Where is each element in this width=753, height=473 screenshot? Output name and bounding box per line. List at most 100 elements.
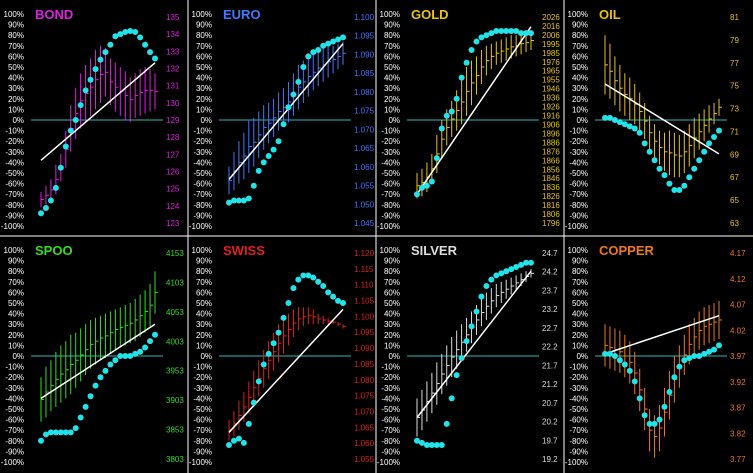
y-tick-percent: 80% [384,267,400,276]
y-tick-percent: 20% [8,95,24,104]
data-point [661,403,668,410]
data-point [716,342,722,349]
y-tick-value: 71 [730,127,739,136]
y-tick-value: 1.055 [354,182,375,191]
data-point [503,27,510,34]
y-tick-percent: -20% [381,137,400,146]
data-point [666,180,673,187]
data-point [438,442,445,449]
data-point [686,355,693,362]
data-point [142,344,149,351]
y-tick-value: 3953 [166,367,184,376]
y-tick-value: 23.2 [542,305,558,314]
y-tick-percent: 60% [384,288,400,297]
y-tick-value: 21.2 [542,380,558,389]
y-tick-percent: 90% [572,257,588,266]
y-tick-value: 1.085 [354,69,375,78]
y-tick-percent: 80% [196,267,212,276]
data-point [57,164,64,171]
y-tick-percent: 100% [380,246,400,255]
panel-title: SPOO [35,243,73,258]
y-tick-value: 1965 [542,67,560,76]
y-tick-percent: 50% [572,63,588,72]
data-point [696,157,703,164]
data-point [132,29,139,36]
y-tick-percent: -20% [193,373,212,382]
data-point [716,127,722,134]
y-tick-value: 1796 [542,219,560,228]
y-tick-percent: 20% [196,331,212,340]
y-tick-value: 65 [730,196,739,205]
y-tick-percent: 70% [196,42,212,51]
data-point [513,263,520,270]
y-tick-percent: -20% [381,373,400,382]
y-tick-value: 1856 [542,165,560,174]
y-tick-percent: -60% [193,180,212,189]
data-point [468,47,475,54]
y-tick-percent: 60% [384,52,400,61]
trend-line [416,270,532,418]
data-point [72,117,79,123]
data-point [52,429,59,436]
y-tick-percent: 20% [384,95,400,104]
y-tick-percent: 100% [568,246,588,255]
data-point [82,87,89,94]
y-tick-percent: -30% [193,148,212,157]
y-tick-percent: -70% [193,190,212,199]
data-point [488,276,495,283]
data-point [87,393,94,400]
y-tick-value: 1826 [542,192,560,201]
y-tick-value: 77 [730,59,739,68]
y-tick-percent: 80% [384,31,400,40]
panel-title: GOLD [411,7,449,22]
data-point [676,186,683,193]
data-point [656,416,663,423]
y-tick-percent: -10% [381,363,400,372]
y-tick-value: 75 [730,82,739,91]
data-point [315,47,322,54]
data-point [137,34,144,41]
data-point [62,143,69,150]
data-point [706,140,713,147]
data-point [651,157,658,164]
y-tick-percent: -90% [569,447,588,456]
y-tick-percent: 60% [572,288,588,297]
y-tick-value: 1.070 [354,407,375,416]
y-tick-percent: -40% [569,158,588,167]
data-point [77,102,84,109]
y-tick-value: 1.105 [354,297,375,306]
data-point [72,425,79,432]
data-point [443,112,450,119]
data-point [127,353,134,359]
data-point [300,272,307,279]
trend-line [228,43,344,180]
data-point [711,133,718,140]
data-point [443,420,450,427]
data-point [696,353,703,359]
y-tick-percent: -90% [381,447,400,456]
y-tick-percent: -80% [193,437,212,446]
data-point [112,33,119,40]
y-tick-value: 3903 [166,396,184,405]
data-point [226,199,232,206]
y-tick-value: 2026 [542,13,560,22]
trend-line [416,26,532,195]
y-tick-value: 4103 [166,278,184,287]
y-tick-percent: 70% [572,278,588,287]
y-tick-percent: 20% [572,95,588,104]
data-point [42,204,49,211]
data-point [478,293,485,300]
y-tick-percent: -30% [5,148,24,157]
y-tick-percent: 30% [384,84,400,93]
y-tick-value: 4053 [166,308,184,317]
data-point [305,272,312,279]
data-point [676,363,683,370]
y-tick-value: 3.87 [730,404,746,413]
data-point [661,172,668,179]
y-tick-value: 1.085 [354,360,375,369]
y-tick-percent: -30% [381,148,400,157]
trend-line [604,83,720,155]
data-point [275,138,282,145]
y-tick-percent: -20% [569,137,588,146]
data-point [315,278,322,285]
